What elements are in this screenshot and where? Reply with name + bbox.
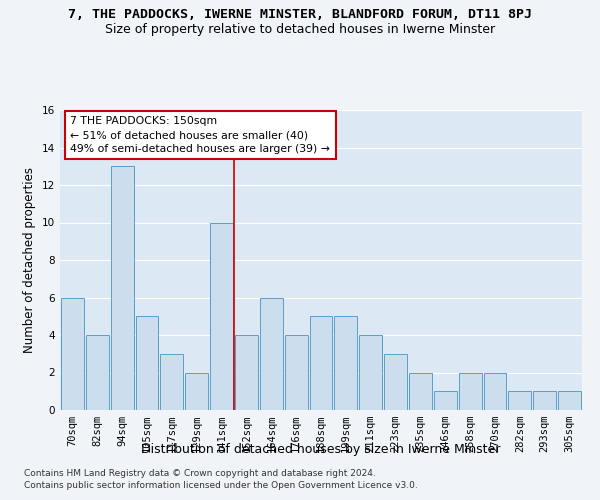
- Bar: [260, 298, 283, 410]
- Bar: [185, 372, 208, 410]
- Bar: [210, 222, 233, 410]
- Bar: [136, 316, 158, 410]
- Text: Contains public sector information licensed under the Open Government Licence v3: Contains public sector information licen…: [24, 481, 418, 490]
- Bar: [334, 316, 357, 410]
- Bar: [409, 372, 432, 410]
- Text: Contains HM Land Registry data © Crown copyright and database right 2024.: Contains HM Land Registry data © Crown c…: [24, 468, 376, 477]
- Bar: [235, 335, 258, 410]
- Bar: [160, 354, 183, 410]
- Bar: [533, 391, 556, 410]
- Bar: [434, 391, 457, 410]
- Bar: [285, 335, 308, 410]
- Bar: [484, 372, 506, 410]
- Bar: [61, 298, 84, 410]
- Bar: [111, 166, 134, 410]
- Bar: [310, 316, 332, 410]
- Bar: [558, 391, 581, 410]
- Text: Distribution of detached houses by size in Iwerne Minster: Distribution of detached houses by size …: [142, 442, 500, 456]
- Bar: [459, 372, 482, 410]
- Y-axis label: Number of detached properties: Number of detached properties: [23, 167, 37, 353]
- Bar: [508, 391, 531, 410]
- Text: 7 THE PADDOCKS: 150sqm
← 51% of detached houses are smaller (40)
49% of semi-det: 7 THE PADDOCKS: 150sqm ← 51% of detached…: [70, 116, 331, 154]
- Text: 7, THE PADDOCKS, IWERNE MINSTER, BLANDFORD FORUM, DT11 8PJ: 7, THE PADDOCKS, IWERNE MINSTER, BLANDFO…: [68, 8, 532, 20]
- Bar: [359, 335, 382, 410]
- Bar: [384, 354, 407, 410]
- Bar: [86, 335, 109, 410]
- Text: Size of property relative to detached houses in Iwerne Minster: Size of property relative to detached ho…: [105, 22, 495, 36]
